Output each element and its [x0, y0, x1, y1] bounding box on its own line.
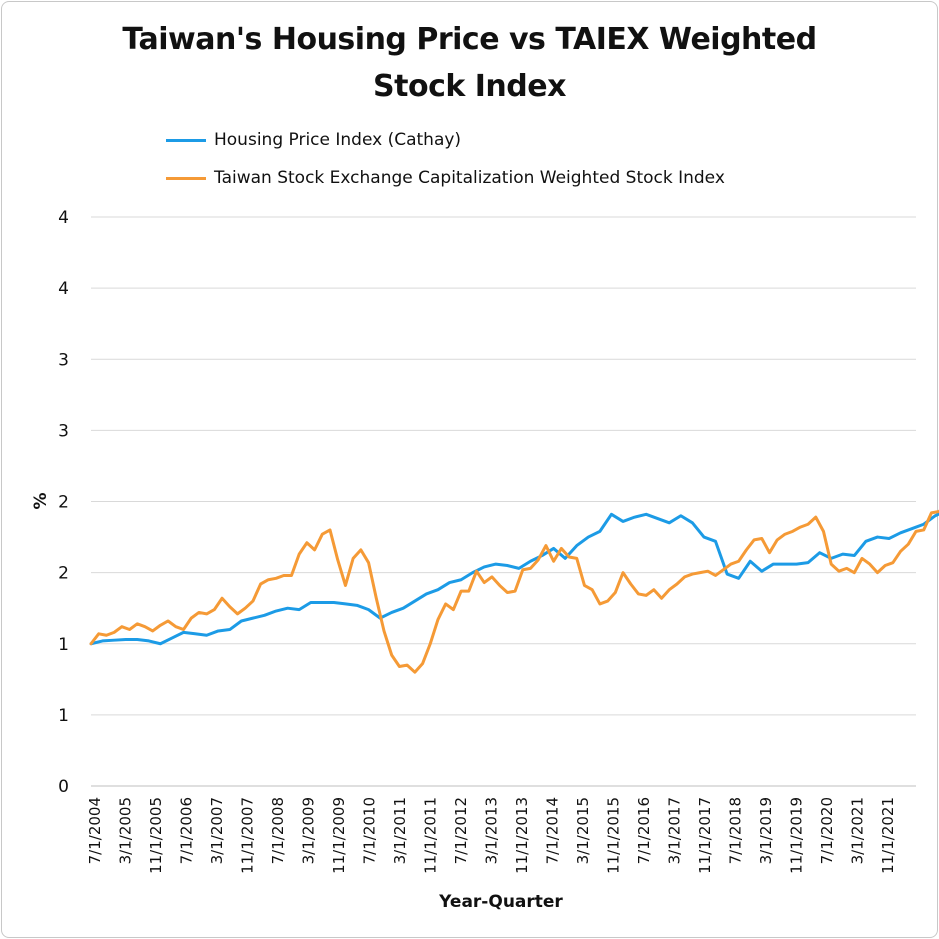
x-tick-label: 11/1/2007	[239, 797, 257, 874]
x-tick-label: 7/1/2014	[544, 797, 562, 864]
y-tick-label: 2	[58, 564, 69, 584]
chart-title-line-1: Taiwan's Housing Price vs TAIEX Weighted	[122, 22, 817, 57]
gridlines	[91, 216, 916, 787]
y-axis-title: %	[31, 492, 51, 509]
x-tick-label: 11/1/2019	[788, 797, 806, 874]
legend-label-taiex: Taiwan Stock Exchange Capitalization Wei…	[214, 168, 725, 188]
x-tick-label: 3/1/2017	[666, 797, 684, 864]
series-lines	[89, 509, 939, 674]
y-tick-label: 2	[58, 493, 69, 513]
x-tick-label: 3/1/2019	[757, 797, 775, 864]
y-tick-label: 0	[58, 777, 69, 797]
legend-label-housing: Housing Price Index (Cathay)	[214, 130, 462, 150]
legend-swatch-housing	[166, 138, 206, 142]
x-tick-label: 7/1/2016	[635, 797, 653, 864]
chart-title-line-2: Stock Index	[373, 69, 566, 104]
series-line-0	[89, 512, 939, 646]
y-axis-ticks: 0 1 1 2 2 3 3 4 4	[58, 208, 69, 797]
x-tick-label: 3/1/2013	[483, 797, 501, 864]
y-tick-label: 1	[58, 635, 69, 655]
x-tick-label: 11/1/2013	[513, 797, 531, 874]
y-tick-label: 3	[58, 350, 69, 370]
x-tick-label: 7/1/2008	[269, 797, 287, 864]
x-tick-label: 7/1/2012	[452, 797, 470, 864]
x-tick-label: 11/1/2009	[330, 797, 348, 874]
series-line-1	[89, 509, 939, 674]
legend-item-taiex: Taiwan Stock Exchange Capitalization Wei…	[166, 166, 725, 190]
x-tick-label: 7/1/2010	[361, 797, 379, 864]
x-tick-label: 3/1/2005	[117, 797, 135, 864]
x-tick-label: 11/1/2011	[422, 797, 440, 874]
x-tick-label: 11/1/2005	[147, 797, 165, 874]
x-tick-label: 11/1/2017	[696, 797, 714, 874]
x-tick-label: 7/1/2020	[818, 797, 836, 864]
x-axis-ticks: 7/1/2004 3/1/2005 11/1/2005 7/1/2006 3/1/200…	[86, 797, 897, 874]
y-tick-label: 4	[58, 208, 69, 228]
y-tick-label: 3	[58, 421, 69, 441]
x-tick-label: 3/1/2011	[391, 797, 409, 864]
legend-item-housing: Housing Price Index (Cathay)	[166, 128, 461, 152]
x-tick-label: 11/1/2021	[879, 797, 897, 874]
x-tick-label: 7/1/2004	[86, 797, 104, 864]
x-tick-label: 3/1/2021	[849, 797, 867, 864]
x-tick-label: 3/1/2007	[208, 797, 226, 864]
y-tick-label: 4	[58, 279, 69, 299]
x-tick-label: 3/1/2009	[300, 797, 318, 864]
x-axis-title: Year-Quarter	[438, 892, 563, 912]
x-tick-label: 7/1/2006	[178, 797, 196, 864]
x-tick-label: 11/1/2015	[605, 797, 623, 874]
x-tick-label: 3/1/2015	[574, 797, 592, 864]
x-tick-label: 7/1/2018	[727, 797, 745, 864]
legend-swatch-taiex	[166, 176, 206, 180]
y-tick-label: 1	[58, 706, 69, 726]
